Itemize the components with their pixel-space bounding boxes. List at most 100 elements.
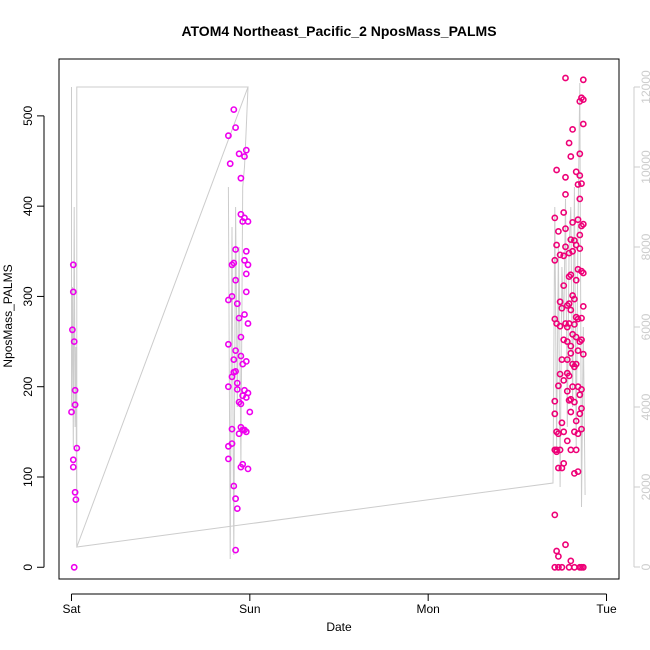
- data-point: [233, 505, 241, 512]
- data-point: [228, 292, 236, 300]
- data-point: [562, 74, 569, 82]
- data-point: [565, 372, 573, 380]
- data-point: [563, 437, 571, 445]
- y-tick-label: 0: [21, 564, 35, 571]
- data-point: [579, 120, 587, 128]
- y-tick-label: 400: [21, 196, 35, 216]
- data-point: [237, 333, 245, 341]
- x-tick-label: Sun: [239, 602, 260, 616]
- data-point: [565, 139, 573, 147]
- data-point: [560, 428, 568, 436]
- point-series-layer: [68, 74, 587, 571]
- data-point: [228, 440, 236, 447]
- data-point: [224, 383, 232, 391]
- data-point: [68, 408, 75, 416]
- data-point: [569, 247, 576, 255]
- data-point: [244, 261, 252, 269]
- data-point: [572, 276, 580, 284]
- data-point: [235, 430, 243, 438]
- data-point: [555, 464, 562, 472]
- data-point: [572, 417, 580, 425]
- data-point: [567, 271, 575, 279]
- data-point: [576, 245, 584, 252]
- data-point: [233, 379, 241, 387]
- data-point: [574, 468, 582, 475]
- data-point: [571, 563, 578, 571]
- data-point: [562, 190, 569, 198]
- data-point: [230, 259, 238, 267]
- data-point: [555, 553, 562, 560]
- data-point: [241, 214, 248, 222]
- data-point: [226, 160, 234, 168]
- data-point: [562, 225, 569, 233]
- data-point: [574, 216, 582, 224]
- data-point: [246, 408, 254, 416]
- data-point: [574, 430, 582, 438]
- data-point: [567, 342, 575, 350]
- data-point: [69, 261, 77, 269]
- data-point: [237, 463, 245, 471]
- data-point: [576, 195, 584, 203]
- data-point: [242, 247, 250, 255]
- data-point: [579, 350, 587, 358]
- data-point: [232, 347, 239, 354]
- x-tick-label: Mon: [417, 602, 440, 616]
- line-series-3: [227, 86, 249, 560]
- data-point: [553, 241, 560, 249]
- data-point: [576, 172, 584, 179]
- data-point: [558, 356, 566, 363]
- data-point: [71, 401, 79, 409]
- data-point: [571, 398, 578, 406]
- data-point: [556, 446, 564, 454]
- data-point: [237, 210, 245, 218]
- data-point: [562, 243, 569, 251]
- data-point: [230, 482, 238, 490]
- data-point: [241, 256, 248, 264]
- data-point: [70, 563, 78, 571]
- data-point: [567, 236, 575, 243]
- data-point: [241, 311, 248, 318]
- right-tick-label: 6000: [639, 313, 650, 340]
- data-point: [553, 547, 560, 555]
- data-point: [70, 338, 78, 345]
- data-point: [232, 246, 239, 253]
- data-point: [556, 322, 564, 330]
- data-point: [69, 463, 77, 471]
- right-tick-label: 12000: [639, 70, 650, 104]
- right-tick-label: 4000: [639, 393, 650, 420]
- data-point: [230, 356, 238, 363]
- data-point: [224, 340, 232, 348]
- data-point: [567, 408, 575, 416]
- data-point: [565, 563, 573, 571]
- data-point: [244, 320, 252, 327]
- data-point: [571, 320, 578, 328]
- data-point: [244, 465, 252, 473]
- data-point: [73, 444, 81, 452]
- data-point: [569, 125, 576, 133]
- data-point: [224, 455, 232, 463]
- data-point: [572, 241, 580, 249]
- data-point: [551, 214, 559, 222]
- data-point: [572, 168, 580, 176]
- right-tick-label: 2000: [639, 473, 650, 500]
- data-point: [558, 304, 566, 312]
- right-tick-label: 8000: [639, 233, 650, 260]
- data-point: [560, 282, 568, 289]
- axes-layer: 0 100 200 300 400 500 0 2000 4000 6000 8000 10000 12…: [21, 70, 650, 616]
- data-point: [551, 563, 559, 571]
- data-point: [563, 387, 571, 395]
- x-axis-label: Date: [326, 620, 352, 634]
- data-point: [553, 166, 560, 174]
- data-point: [579, 563, 587, 571]
- y-tick-label: 200: [21, 376, 35, 396]
- data-point: [558, 563, 566, 571]
- data-point: [578, 180, 585, 187]
- data-point: [574, 181, 582, 188]
- data-point: [241, 426, 248, 434]
- data-point: [235, 150, 243, 158]
- data-point: [558, 419, 566, 427]
- data-point: [230, 106, 238, 113]
- data-point: [579, 220, 587, 228]
- data-point: [576, 231, 584, 239]
